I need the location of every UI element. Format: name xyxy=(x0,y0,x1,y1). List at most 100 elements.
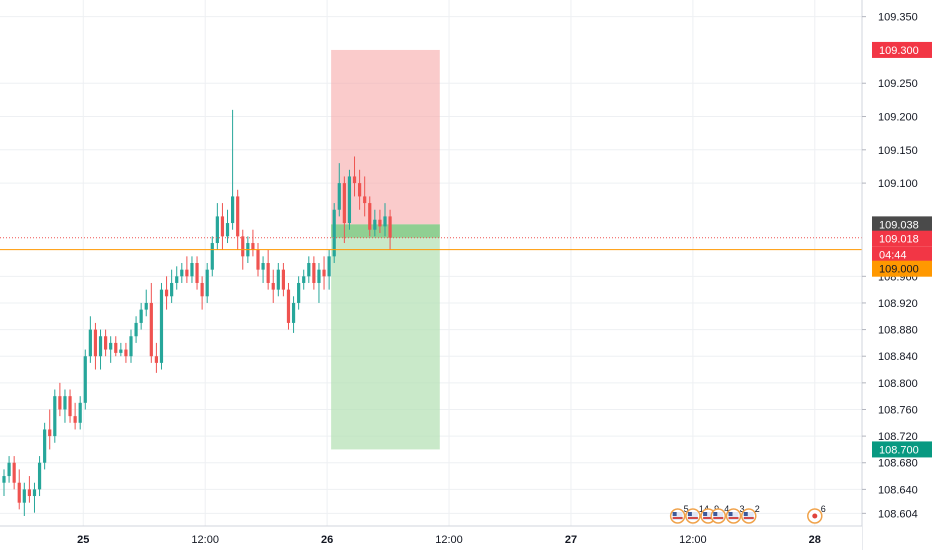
candle-body xyxy=(144,302,148,310)
event-count: 3 xyxy=(740,504,745,514)
time-tick-labels: 25 12:00 26 12:00 27 12:00 28 xyxy=(77,534,821,546)
us-flag-stripe xyxy=(687,517,698,519)
candle-body xyxy=(58,396,62,410)
candle-body xyxy=(53,396,57,437)
time-tick-label: 12:00 xyxy=(679,534,707,546)
candle-body xyxy=(93,329,98,357)
us-flag-icon xyxy=(713,512,724,520)
take-profit-badge-bg xyxy=(872,441,932,458)
candle-body xyxy=(175,276,179,283)
candle-body xyxy=(297,282,301,303)
price-tick-label: 108.760 xyxy=(878,404,918,416)
candle-body xyxy=(12,462,16,483)
candle-body xyxy=(88,329,92,357)
candle-body xyxy=(312,263,316,283)
candle-body xyxy=(276,269,280,290)
candle-body xyxy=(388,216,392,238)
us-flag-icon xyxy=(728,512,739,520)
candle-body xyxy=(73,416,77,423)
alert-badge: 109.000 xyxy=(879,264,919,276)
take-profit-badge: 108.700 xyxy=(879,444,919,456)
us-flag-canton xyxy=(713,512,718,516)
candle-body xyxy=(68,396,72,417)
price-tick-label: 109.150 xyxy=(878,145,918,157)
event-count: 4 xyxy=(724,504,729,514)
price-tick-label: 109.250 xyxy=(878,78,918,90)
candle-body xyxy=(378,219,382,227)
candle-body xyxy=(256,249,260,270)
candle-body xyxy=(220,216,225,237)
alert-badge-bg xyxy=(872,260,932,277)
event-count: 2 xyxy=(755,504,760,514)
candle-body xyxy=(195,263,199,283)
candle-body xyxy=(215,216,219,244)
price-tick-label: 108.880 xyxy=(878,325,918,337)
current-price-badge: 109.018 xyxy=(879,234,919,246)
candle-body xyxy=(337,183,341,210)
us-flag-icon xyxy=(687,512,698,520)
countdown-badge: 04:44 xyxy=(879,250,907,262)
economic-events[interactable]: 51494326 xyxy=(669,504,826,524)
candle-body xyxy=(332,209,336,257)
price-tick-label: 108.920 xyxy=(878,298,918,310)
candle-body xyxy=(154,356,158,363)
candle-body xyxy=(139,309,143,323)
candle-body xyxy=(83,356,87,403)
countdown-badge-bg xyxy=(872,246,932,263)
entry-badge: 109.038 xyxy=(879,219,919,231)
candle-body xyxy=(32,489,37,497)
time-tick-label: 25 xyxy=(77,534,89,546)
us-flag-icon xyxy=(743,512,754,520)
price-tick-label: 108.680 xyxy=(878,458,918,470)
candle-body xyxy=(261,263,265,270)
price-tick-label: 108.840 xyxy=(878,351,918,363)
event-count: 14 xyxy=(699,504,709,514)
candle-body xyxy=(286,289,291,323)
candle-body xyxy=(2,476,6,483)
price-lines xyxy=(0,237,862,251)
candle-body xyxy=(373,219,377,230)
stop-loss-badge: 109.300 xyxy=(879,45,919,57)
candle-body xyxy=(368,203,372,230)
candle-body xyxy=(291,302,296,323)
time-tick-label: 27 xyxy=(565,534,577,546)
candle-body xyxy=(180,269,184,277)
candle-body xyxy=(383,216,387,227)
price-tick-label: 108.800 xyxy=(878,378,918,390)
candle-body xyxy=(200,282,204,297)
price-tick-label: 108.720 xyxy=(878,431,918,443)
candle-body xyxy=(149,302,153,357)
candle-body xyxy=(98,336,103,357)
candle-body xyxy=(205,269,209,297)
stop-loss-zone[interactable] xyxy=(331,49,440,225)
us-flag-stripe xyxy=(672,517,683,519)
take-profit-zone[interactable] xyxy=(331,224,440,450)
candle-body xyxy=(342,183,346,224)
us-flag-canton xyxy=(743,512,748,516)
candle-body xyxy=(347,176,352,224)
time-axis-bg xyxy=(0,526,862,550)
candle-body xyxy=(210,243,214,270)
time-axis[interactable]: 25 12:00 26 12:00 27 12:00 28 xyxy=(0,525,862,550)
price-tick-label: 109.100 xyxy=(878,178,918,190)
price-tick-label: 108.640 xyxy=(878,484,918,496)
us-flag-stripe xyxy=(703,517,714,519)
us-flag-canton xyxy=(728,512,733,516)
price-tick-label: 108.604 xyxy=(878,508,918,520)
us-flag-canton xyxy=(672,512,677,516)
candle-body xyxy=(43,429,47,463)
candle-body xyxy=(266,263,270,283)
candle-body xyxy=(190,263,194,277)
time-tick-label: 26 xyxy=(321,534,333,546)
us-flag-icon xyxy=(703,512,714,520)
candle-body xyxy=(109,342,113,350)
candle-body xyxy=(231,196,235,224)
candle-body xyxy=(104,336,108,350)
candle-body xyxy=(7,462,11,477)
candle-body xyxy=(22,489,26,503)
candle-body xyxy=(170,282,174,297)
time-tick-label: 28 xyxy=(809,534,821,546)
candle-body xyxy=(363,196,367,204)
event-count: 5 xyxy=(684,504,689,514)
